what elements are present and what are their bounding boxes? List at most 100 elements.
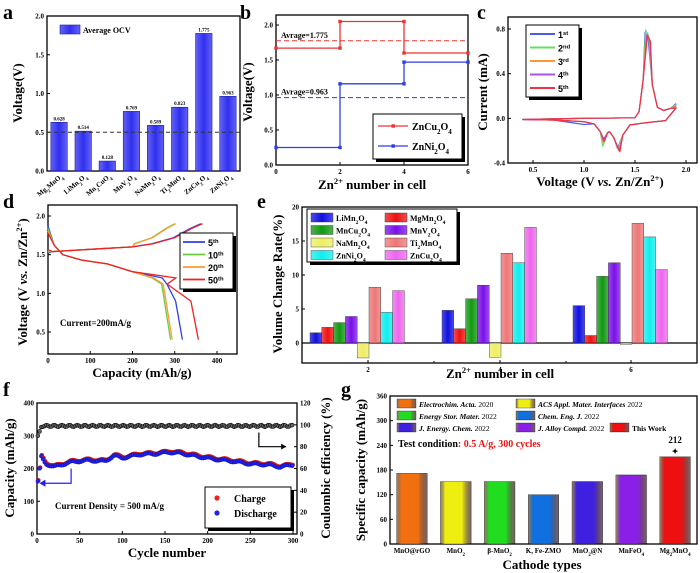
legend-swatch [384,212,408,223]
bar-MnFeO4 [615,474,647,545]
arrow-head [281,443,287,450]
ce-point [35,433,41,438]
series-line-ZnCu2O4 [276,20,468,54]
panel-g-xlabel: Cathode types [502,557,581,572]
x-category-label: Mg2MnO4 [35,172,66,200]
data-point [338,46,342,50]
panel-b-x-tick-label: 6 [466,168,470,176]
x-category-label: β-MnO2 [487,547,512,558]
panel-d-frame [47,204,238,355]
panel-letter-a: a [3,2,13,24]
legend-swatch [515,410,536,421]
bar-MnCu2O4 [596,276,609,344]
arrow-left-axis [40,468,72,484]
panel-f-x-tick-label: 300 [288,537,299,545]
legend-label: Electrochim. Acta. 2020 [418,400,494,409]
charge-curve-20th [47,223,176,253]
panel-c-x-tick-label: 1.0 [580,166,589,174]
panel-letter-e: e [257,191,266,213]
bar-MnO2 [440,481,472,545]
panel-d-ylabel: Voltage (V vs. Zn/Zn2+) [14,218,30,346]
average-label: Avrage=0.963 [281,88,328,97]
x-tick-label: 2 [366,366,370,374]
bar-NaMn2O4 [489,342,502,358]
bar-Ti2MnO4 [368,287,382,344]
panel-letter-c: c [477,2,486,24]
data-point [402,60,406,64]
bar-Mn2CuO4 [98,160,116,172]
x-category-label: K, Fe-ZMO [526,547,562,555]
legend-swatch [396,398,417,409]
bar-value-label: 0.128 [102,156,114,161]
panel-g-y-tick-label: 60 [380,516,388,524]
panel-e-xlabel: Zn2+ number in cell [446,365,555,381]
bar-Ti2MnO4 [631,223,645,344]
bar-LiMn2O4 [309,332,323,344]
panel-c-x-tick-label: 1.5 [631,166,640,174]
panel-f-x-tick-label: 150 [160,537,171,545]
arrow-head [39,479,46,487]
x-category-label: ZnNi2O4 [208,172,235,197]
x-category-label: MnO2@N [572,547,602,558]
legend-swatch [384,237,408,248]
panel-g-chart: 0 60 120 180 240 300 360 Specific capacity (mAh… [353,393,698,572]
data-point [274,46,278,50]
discharge-point [35,479,41,484]
bar-MnV2O4 [122,111,140,172]
series-line-ZnNi2O4 [276,61,468,149]
data-point [466,51,470,55]
legend-label: 50th [208,276,224,286]
bar-MnV2O4 [608,262,621,344]
legend-marker [214,510,220,516]
discharge-curve-50th [47,232,200,340]
panel-g-y-tick-label: 300 [377,417,388,425]
panel-d-y-tick-label: 1.0 [36,290,45,298]
panel-b-y-tick-label: 0.0 [264,162,273,170]
panel-f-yr-tick-label: 60 [300,465,308,473]
legend-label: 1st [558,30,568,40]
bar-MgMn2O4 [453,328,466,344]
panel-a-y-tick-label: 2.0 [35,13,44,21]
legend-label: 20th [208,263,224,273]
legend-swatch [59,24,81,35]
panel-b-chart: 0.0 0.5 1.0 1.5 2.0 0 2 4 6 Voltage(V) Zn2+ number… [240,14,470,192]
panel-f-yr-tick-label: 80 [300,443,308,451]
legend-label: J. Energy. Chem. 2022 [418,424,490,433]
bar-NaMn2O4 [357,342,370,359]
panel-c-chart: -0.4 0.0 0.4 0.8 0.5 1.0 1.5 2.0 Current (mA) Vol… [475,16,698,189]
legend-label: MgMn2O4 [410,214,446,226]
x-category-label: Ti2MnO4 [159,172,187,198]
panel-b-y-tick-label: 2.0 [264,22,273,30]
panel-e-ylabel: Volume Change Rate(%) [270,215,285,354]
panel-d-chart: 0.5 1.0 1.5 2.0 0 100 200 300 400 Voltage (V vs. … [14,204,238,380]
panel-f-x-tick-label: 50 [76,537,84,545]
legend-swatch [310,237,334,248]
bar-MnO@rGO [396,473,428,545]
panel-letter-d: d [3,191,14,213]
bar-value-label: 0.963 [222,91,234,96]
panel-a-ylabel: Voltage(V) [10,63,25,122]
x-category-label: Mg2MnO4 [660,547,692,558]
panel-f-xlabel: Cycle number [128,545,207,560]
panel-f-ylabel: Capacity (mAh/g) [2,418,17,517]
panel-a-y-tick-label: 1.5 [35,51,44,59]
bar-LiMn2O4 [572,305,586,344]
legend-label: ZnCu2O4 [410,252,442,264]
panel-c-y-tick-label: -0.4 [494,160,506,168]
legend-label: 4th [558,71,569,81]
panel-letter-g: g [341,379,351,401]
panel-g-y-tick-label: 120 [377,491,388,499]
panel-f-y-tick-label: 0 [31,531,35,539]
legend-swatch [515,398,536,409]
legend-label: MnCu2O4 [336,227,370,239]
panel-f-yr-tick-label: 20 [300,509,308,517]
panel-d-y-tick-label: 1.5 [36,251,45,259]
legend-label: Charge [234,494,266,505]
panel-c-x-tick-label: 2.0 [682,166,691,174]
bar-MgMn2O4 [321,327,334,344]
panel-e-y-tick-label: 5 [296,306,300,314]
bar-Mg2MnO4 [50,122,68,172]
arrow-right-axis [258,432,287,448]
panel-f-x-tick-label: 200 [202,537,213,545]
bar-Ti2MnO4 [500,253,514,344]
